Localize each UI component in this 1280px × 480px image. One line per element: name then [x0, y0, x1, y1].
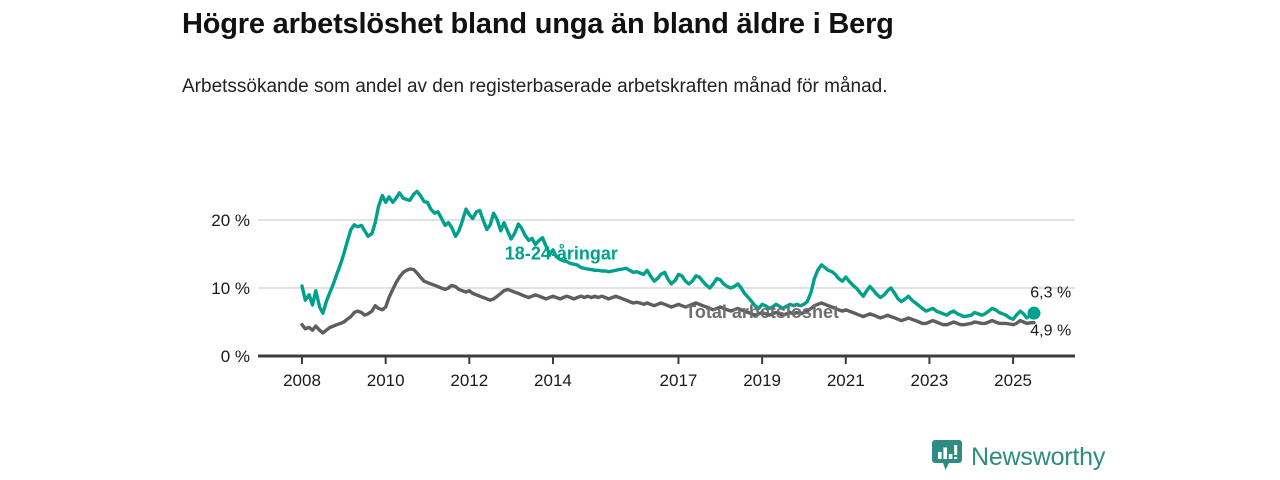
page-subtitle: Arbetssökande som andel av den registerb… [182, 76, 888, 97]
y-tick-label: 0 % [221, 347, 250, 366]
total-end-value: 4,9 % [1030, 323, 1071, 340]
x-tick-label: 2012 [450, 371, 488, 390]
total-series-label: Total arbetslöshet [685, 302, 839, 322]
chart-annotations: 18-24-åringar Total arbetslöshet 6,3 % 4,9 … [505, 243, 1071, 339]
chart-container: 0 % 10 % 20 % 2008 2010 2012 2014 2017 2019 2021… [0, 160, 1280, 400]
x-tick-label: 2008 [283, 371, 321, 390]
youth-end-value: 6,3 % [1030, 285, 1071, 302]
x-tick-label: 2010 [367, 371, 405, 390]
y-tick-label: 20 % [211, 211, 250, 230]
y-axis-ticks: 0 % 10 % 20 % [211, 211, 250, 366]
x-tick-label: 2017 [660, 371, 698, 390]
x-tick-label: 2023 [911, 371, 949, 390]
x-tick-label: 2014 [534, 371, 572, 390]
x-tick-label: 2025 [994, 371, 1032, 390]
unemployment-line-chart: 0 % 10 % 20 % 2008 2010 2012 2014 2017 2019 2021… [211, 189, 1075, 390]
series-line [300, 267, 1036, 335]
newsworthy-logo[interactable]: Newsworthy [932, 438, 1105, 476]
bar-chart-bubble-icon [932, 439, 962, 476]
x-tick-label: 2021 [827, 371, 865, 390]
series-end-marker [1027, 306, 1041, 320]
newsworthy-wordmark: Newsworthy [971, 442, 1106, 471]
series-end-markers [1027, 306, 1041, 320]
youth-series-label: 18-24-åringar [505, 243, 618, 263]
x-axis-ticks: 2008 2010 2012 2014 2017 2019 2021 2023 2025 [283, 356, 1032, 390]
y-tick-label: 10 % [211, 279, 250, 298]
series-line [300, 189, 1036, 321]
x-tick-label: 2019 [743, 371, 781, 390]
page-title: Högre arbetslöshet bland unga än bland ä… [182, 8, 894, 40]
series-lines [300, 189, 1036, 335]
